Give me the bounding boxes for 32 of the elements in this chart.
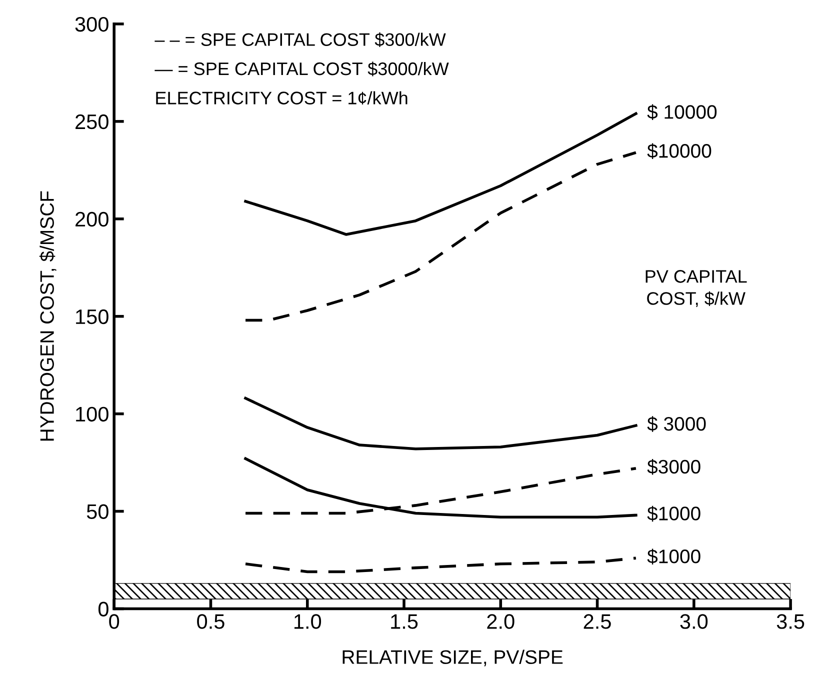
annotation: – – = SPE CAPITAL COST $300/kW [154,32,446,48]
x-axis-title: RELATIVE SIZE, PV/SPE [342,650,563,666]
y-tick-label: 0 [98,602,108,617]
y-tick-label: 100 [76,406,108,422]
x-tick-label: 0 [109,614,120,629]
series-label: $1000 [647,506,700,522]
y-tick-label: 50 [86,504,108,520]
x-tick-label: 2.0 [487,614,514,629]
y-tick-label: 250 [76,114,108,130]
line-series [244,556,638,574]
x-tick-label: 1.5 [391,614,418,629]
series-label: $3000 [647,459,700,475]
x-tick-label: 1.0 [294,614,322,629]
series-label: $ 3000 [647,416,706,432]
annotation: PV CAPITAL COST, $/kW [646,270,747,308]
annotation: — = SPE CAPITAL COST $3000/kW [154,62,449,76]
y-tick-label: 200 [76,212,108,227]
x-tick-label: 2.5 [584,614,611,629]
x-tick-label: 3.0 [680,614,708,629]
line-series [244,457,638,519]
y-axis-title: HYDROGEN COST, $/MSCF [39,191,56,441]
y-tick-label: 150 [76,309,108,324]
series-label: $ 10000 [647,104,717,120]
y-tick-label: 300 [75,16,108,32]
line-series [244,151,638,322]
x-tick-label: 0.5 [197,614,224,629]
line-series [244,396,638,450]
x-tick-label: 3.5 [776,614,804,629]
line-series [244,112,638,236]
annotation: ELECTRICITY COST = 1¢/kWh [156,91,408,105]
series-label: $1000 [647,548,700,564]
series-label: $10000 [647,143,712,159]
